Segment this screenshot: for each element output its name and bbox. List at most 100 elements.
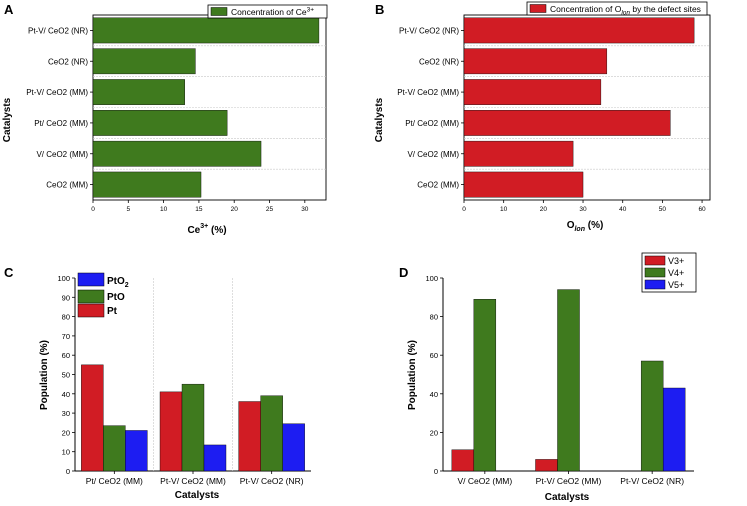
panel-d-legend-text-v4: V4+ [668,268,684,278]
panel-b-bar [463,171,584,198]
panel-c-y-tick-label: 10 [62,448,70,457]
panel-c-bar [203,444,227,472]
panel-a-category-label: Pt/ CeO2 (MM) [34,119,88,128]
panel-c-legend-text-pto2: PtO2 [107,276,129,289]
panel-d-letter: D [399,265,408,280]
panel-b-category-label: Pt-V/ CeO2 (MM) [397,88,459,97]
panel-b-bar [463,48,608,75]
panel-b-legend: Concentration of Olon by the defect site… [526,1,708,17]
panel-c-legend-swatch-pto2 [77,272,105,287]
panel-c-bar [260,395,283,472]
panel-c-bar [81,364,104,472]
panel-d-y-tick-label: 40 [430,390,438,399]
panel-c-category-label: Pt-V/ CeO2 (MM) [160,476,226,486]
panel-a-letter: A [4,2,14,17]
panel-d-category-label: Pt-V/ CeO2 (NR) [620,476,684,486]
panel-d-bar [473,299,497,472]
panel-d-legend-swatch-v5 [644,279,666,290]
panel-c: C 0 10 20 30 40 50 60 70 80 90 100 Pt/ CeO2 (MM) Pt-… [4,265,311,501]
panel-a-legend-swatch [210,7,228,16]
panel-d-bar [640,360,664,472]
panel-b-x-tick-label: 20 [540,206,548,213]
panel-d-x-axis-label: Catalysts [545,492,590,503]
panel-b-bar [463,17,695,44]
panel-b-category-label: Pt-V/ CeO2 (NR) [399,26,459,35]
panel-a-category-label: Pt-V/ CeO2 (MM) [26,88,88,97]
panel-b-category-label: Pt/ CeO2 (MM) [405,119,459,128]
panel-c-bar [159,391,183,472]
panel-d-y-tick-label: 100 [425,274,438,283]
panel-d-bar [662,387,686,472]
panel-d-bar [535,459,558,472]
panel-a-legend: Concentration of Ce3+ [207,4,328,19]
panel-a-bar [92,110,228,136]
panel-b-category-label: CeO2 (MM) [417,181,459,190]
panel-b-x-tick-label: 60 [698,206,706,213]
panel-c-y-tick-label: 100 [57,274,70,283]
panel-a-category-label: V/ CeO2 (MM) [36,150,88,159]
panel-a-x-tick-label: 15 [195,206,203,213]
panel-d-bar [557,289,580,472]
panel-c-y-tick-label: 80 [62,313,70,322]
panel-d-legend-text-v5: V5+ [668,280,684,290]
panel-a-x-tick-label: 10 [160,206,168,213]
panel-b-x-tick-label: 40 [619,206,627,213]
panel-a-bar [92,17,320,44]
panel-d-legend-text-v3: V3+ [668,256,684,266]
panel-a-category-label: CeO2 (MM) [46,181,88,190]
panel-c-y-tick-label: 20 [62,428,70,437]
panel-c-legend: PtO2 PtO Pt [77,272,129,318]
panel-c-x-axis-label: Catalysts [175,490,220,501]
panel-b-category-label: V/ CeO2 (MM) [407,150,459,159]
panel-c-y-tick-label: 50 [62,371,70,380]
panel-d-category-label: Pt-V/ CeO2 (MM) [536,476,602,486]
panel-a-x-tick-label: 30 [301,206,309,213]
panel-c-legend-text-pt: Pt [107,306,118,317]
panel-c-y-tick-label: 30 [62,409,70,418]
panel-b-bar [463,79,602,105]
panel-a-bar [92,79,185,105]
panel-b-bar [463,110,671,136]
panel-b-x-tick-label: 0 [462,206,466,213]
panel-d-y-tick-label: 60 [430,351,438,360]
panel-c-bar [103,425,126,472]
panel-b-legend-swatch [529,4,547,13]
panel-a: A Pt-V/ CeO2 (NR) CeO2 (NR) Pt-V/ CeO2 (MM… [2,2,328,236]
panel-a-x-tick-label: 5 [126,206,130,213]
panel-d-category-label: V/ CeO2 (MM) [457,476,512,486]
panel-a-x-tick-label: 20 [231,206,239,213]
panel-c-legend-swatch-pt [77,303,105,318]
panel-d-bar [451,449,475,472]
panel-a-bar [92,140,262,167]
panel-c-bar [282,423,305,472]
panel-c-legend-swatch-pto [77,289,105,304]
panel-a-bar [92,171,202,198]
panel-b-x-tick-label: 10 [500,206,508,213]
panel-b-x-tick-label: 30 [579,206,587,213]
panel-a-category-label: Pt-V/ CeO2 (NR) [28,26,88,35]
panel-b-bar [463,140,574,167]
panel-c-bar [238,401,261,472]
panel-a-x-tick-label: 0 [91,206,95,213]
panel-d-y-tick-label: 80 [430,313,438,322]
panel-d: D 0 20 40 60 80 100 V/ CeO2 (MM) Pt-V/ CeO2 (MM… [399,252,697,503]
panel-a-x-axis-label: Ce3+ (%) [187,223,226,236]
panel-d-y-axis-label: Population (%) [407,340,418,410]
panel-b-legend-text: Concentration of Olon by the defect site… [550,4,701,17]
panel-a-x-tick-label: 25 [266,206,274,213]
panel-a-category-label: CeO2 (NR) [48,57,88,66]
panel-c-category-label: Pt-V/ CeO2 (NR) [240,476,304,486]
panel-c-bar [125,430,148,472]
panel-b: B Pt-V/ CeO2 (NR) CeO2 (NR) Pt-V/ CeO2 (MM… [374,1,711,233]
panel-b-category-label: CeO2 (NR) [419,57,459,66]
panel-b-x-axis-label: Olon (%) [567,220,604,233]
panel-c-bar [181,383,205,472]
panel-c-y-tick-label: 40 [62,390,70,399]
panel-b-x-tick-label: 50 [659,206,667,213]
panel-d-y-tick-label: 0 [434,467,438,476]
panel-c-y-axis-label: Population (%) [39,340,50,410]
panel-a-y-axis-label: Catalysts [2,97,13,142]
panel-d-legend: V3+ V4+ V5+ [641,252,697,293]
panel-b-y-axis-label: Catalysts [374,97,385,142]
